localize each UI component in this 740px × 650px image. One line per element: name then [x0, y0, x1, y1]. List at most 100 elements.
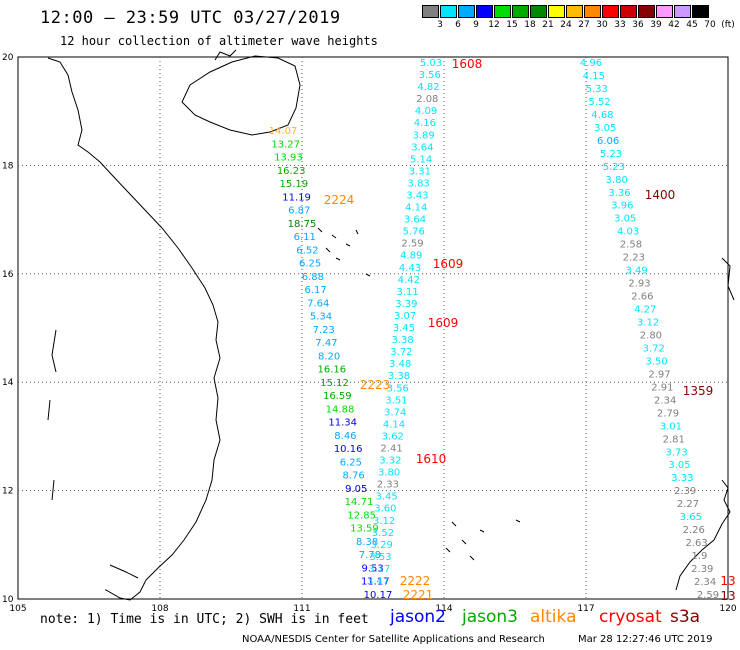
wave-height-value: 3.31	[409, 166, 431, 177]
wave-height-value: 2.59	[401, 239, 423, 250]
legend-s3a: s3a	[670, 607, 701, 627]
wave-height-value: 3.12	[637, 318, 659, 329]
wave-height-value: 2.27	[677, 499, 699, 510]
footer-note: note: 1) Time is in UTC; 2) SWH is in fe…	[40, 612, 369, 627]
scale-swatch	[548, 5, 565, 18]
wave-height-value: 3.05	[668, 460, 690, 471]
wave-height-value: 4.03	[617, 227, 639, 238]
wave-height-value: 2.34	[694, 577, 716, 588]
wave-height-value: 2.39	[674, 486, 696, 497]
wave-height-value: 5.52	[588, 97, 610, 108]
wave-height-value: 3.29	[371, 540, 393, 551]
wave-height-value: 11.17	[361, 577, 390, 588]
wave-height-value: 6.52	[296, 245, 318, 256]
wave-height-value: 11.34	[328, 418, 357, 429]
lat-tick-label: 12	[2, 487, 13, 497]
wave-height-value: 4.27	[634, 305, 656, 316]
wave-height-value: 2.39	[691, 564, 713, 575]
page-subtitle: 12 hour collection of altimeter wave hei…	[60, 34, 378, 48]
scale-swatch	[638, 5, 655, 18]
wave-height-value: 3.48	[389, 359, 411, 370]
lon-tick-label: 117	[577, 604, 594, 614]
scale-swatch	[494, 5, 511, 18]
scale-label: 45	[686, 20, 698, 30]
wave-height-value: 8.46	[334, 431, 356, 442]
wave-height-value: 7.78	[359, 550, 381, 561]
track-time-label: 1609	[433, 257, 464, 271]
wave-height-value: 3.01	[660, 421, 682, 432]
wave-height-value: 3.56	[419, 70, 441, 81]
legend-jason2: jason2	[390, 607, 446, 627]
wave-height-value: 4.43	[399, 263, 421, 274]
wave-height-value: 13.59	[350, 524, 379, 535]
wave-height-value: 15.19	[280, 179, 309, 190]
wave-height-value: 18.75	[288, 219, 317, 230]
wave-height-value: 4.09	[415, 106, 437, 117]
hainan-coast	[181, 55, 301, 136]
lon-tick-label: 114	[435, 604, 452, 614]
coastline	[47, 49, 735, 601]
lat-tick-label: 20	[2, 53, 14, 63]
track-time-label: 1610	[416, 452, 447, 466]
scale-label: 39	[650, 20, 662, 30]
wave-height-value: 10.17	[364, 590, 393, 601]
scale-swatch	[476, 5, 493, 18]
wave-height-value: 7.64	[307, 298, 329, 309]
wave-height-value: 13.93	[274, 153, 303, 164]
wave-height-value: 2.23	[623, 253, 645, 264]
track-time-label: 13	[720, 574, 735, 588]
wave-height-value: 11.19	[282, 192, 311, 203]
scale-swatch	[530, 5, 547, 18]
scale-label: 12	[488, 20, 500, 30]
wave-height-value: 4.96	[580, 58, 602, 69]
wave-height-value: 3.50	[646, 356, 668, 367]
scale-swatch	[602, 5, 619, 18]
wave-height-value: 6.87	[288, 206, 310, 217]
luzon-coast	[675, 257, 735, 591]
wave-height-value: 2.34	[654, 395, 676, 406]
scale-swatch	[440, 5, 457, 18]
wave-height-value: 14.07	[269, 126, 298, 137]
wave-height-value: 5.76	[403, 227, 425, 238]
wave-height-value: 3.45	[393, 323, 415, 334]
legend-cryosat: cryosat	[599, 607, 662, 627]
wave-height-value: 3.56	[387, 383, 409, 394]
track-time-label: 2224	[324, 193, 355, 207]
wave-height-value: 3.07	[394, 311, 416, 322]
wave-height-value: 3.38	[392, 335, 414, 346]
lat-tick-label: 14	[2, 378, 14, 388]
scale-label: 3	[437, 20, 443, 30]
scale-swatch	[422, 5, 439, 18]
lon-tick-label: 120	[719, 604, 736, 614]
wave-height-value: 1.9	[691, 551, 707, 562]
wave-height-value: 16.59	[323, 391, 352, 402]
scale-swatch	[674, 5, 691, 18]
wave-height-value: 3.80	[606, 175, 628, 186]
scale-swatch	[656, 5, 673, 18]
wave-height-value: 6.17	[304, 285, 326, 296]
wave-height-value: 9.05	[345, 484, 367, 495]
map-frame	[17, 56, 729, 600]
wave-height-value: 6.88	[302, 272, 324, 283]
lat-tick-label: 16	[2, 270, 14, 280]
wave-height-value: 4.89	[400, 251, 422, 262]
wave-height-value: 4.68	[591, 110, 613, 121]
track-time-label: 1608	[452, 57, 483, 71]
wave-height-value: 3.36	[608, 188, 630, 199]
legend-jason3: jason3	[462, 607, 518, 627]
scale-label: 30	[596, 20, 608, 30]
wave-height-value: 4.42	[398, 275, 420, 286]
lon-tick-label: 111	[293, 604, 310, 614]
wave-height-value: 2.63	[685, 538, 707, 549]
wave-height-value: 3.60	[374, 504, 396, 515]
scale-swatch	[620, 5, 637, 18]
wave-height-value: 2.81	[663, 434, 685, 445]
wave-height-value: 6.11	[294, 232, 316, 243]
scale-label: 18	[524, 20, 536, 30]
track-time-label: 1359	[683, 384, 714, 398]
wave-height-value: 4.14	[405, 203, 427, 214]
track-time-label: 13	[720, 589, 735, 603]
scale-label: 15	[506, 20, 518, 30]
scale-label: 42	[668, 20, 680, 30]
